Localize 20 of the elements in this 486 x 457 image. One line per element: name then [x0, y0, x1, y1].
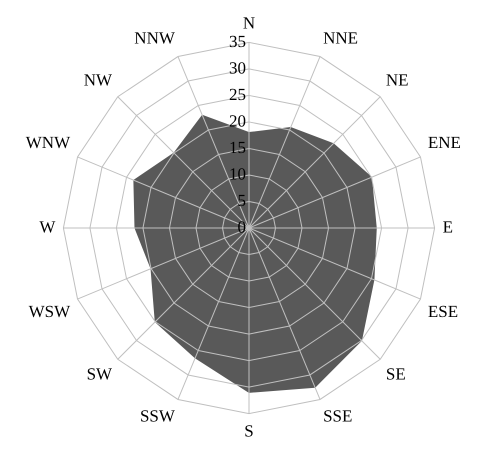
spoke-label: NNE: [323, 28, 358, 48]
spoke-label: NE: [386, 70, 409, 90]
spoke-label: S: [244, 421, 254, 440]
spoke-label: W: [39, 217, 56, 236]
spoke-label: NNW: [134, 28, 176, 48]
spoke-label: WNW: [26, 133, 72, 152]
spoke-label: SE: [386, 364, 406, 384]
spoke-label: E: [442, 217, 453, 236]
y-tick-label: 30: [229, 58, 246, 78]
spoke-label: WSW: [28, 302, 72, 321]
y-tick-label: 25: [229, 84, 246, 104]
spoke-label: ENE: [428, 133, 461, 152]
spoke-label: SSE: [323, 406, 352, 426]
spoke-label: SW: [86, 364, 114, 384]
y-tick-label: 20: [229, 111, 246, 130]
y-tick-label: 35: [229, 32, 246, 51]
spoke-label: SSW: [140, 406, 176, 426]
spoke-label: N: [242, 14, 256, 33]
spoke-label: NW: [84, 70, 114, 90]
spoke-label: ESE: [428, 302, 458, 321]
